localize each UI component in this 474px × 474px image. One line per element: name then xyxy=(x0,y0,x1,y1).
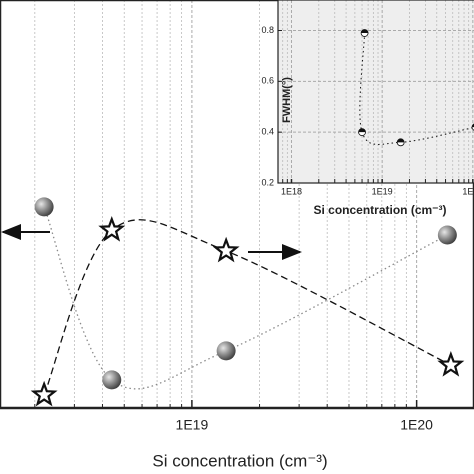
plot-frame xyxy=(0,0,474,410)
y-tick-label: 0.6 xyxy=(261,76,274,86)
x-axis-label: Si concentration (cm⁻³) xyxy=(152,451,327,470)
inset-plot: 1E18 1E19 1E20 0.2 0.4 0.6 0.8 xyxy=(261,0,474,196)
y-tick-label: 0.4 xyxy=(261,127,274,137)
fit-curve xyxy=(43,219,452,396)
fit-curve xyxy=(43,206,448,390)
star-marker xyxy=(437,351,465,377)
x-tick-label: 1E19 xyxy=(372,186,393,196)
marker-half xyxy=(358,128,366,133)
star-marker xyxy=(30,380,58,407)
marker-half xyxy=(361,29,369,34)
star-marker xyxy=(98,215,126,242)
half-circle-marker xyxy=(360,29,369,37)
half-circle-marker xyxy=(358,128,366,137)
x-tick-label: 1E19 xyxy=(176,417,209,433)
star-marker xyxy=(212,236,240,263)
inset-x-axis-label: Si concentration (cm⁻³) xyxy=(313,203,446,217)
x-tick-label: 1E20 xyxy=(462,186,474,196)
sphere-marker xyxy=(216,341,236,361)
sphere-marker xyxy=(437,225,457,245)
y-tick-label: 0.2 xyxy=(261,177,274,187)
plot-frame xyxy=(277,0,474,184)
main-plot xyxy=(0,0,474,410)
y-tick-label: 0.8 xyxy=(261,25,274,35)
sphere-marker xyxy=(34,197,54,217)
inset-y-axis-label: FWHM(°) xyxy=(281,77,293,123)
half-circle-marker xyxy=(396,138,405,147)
x-tick-label: 1E20 xyxy=(400,417,433,433)
x-tick-label: 1E18 xyxy=(281,186,302,196)
marker-half xyxy=(397,138,405,143)
inset-background xyxy=(278,0,474,183)
sphere-marker xyxy=(102,370,122,390)
